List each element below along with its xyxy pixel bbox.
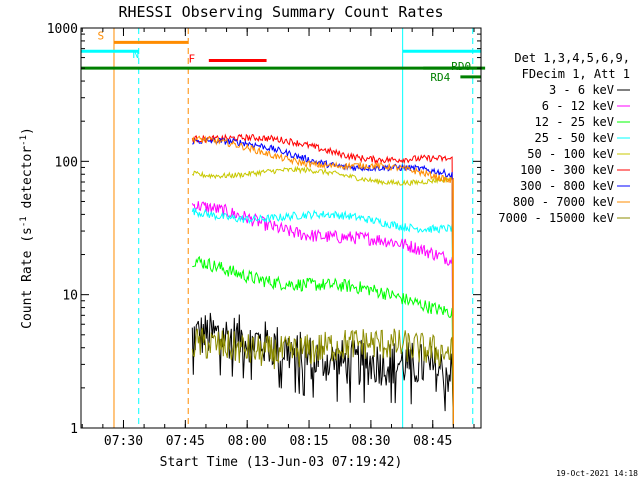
y-axis-label-superscript-1: -1: [19, 216, 29, 227]
annotation-label-S: S: [97, 29, 104, 42]
x-tick-label-4: 08:30: [351, 434, 390, 449]
axes: 1 10 100 1000 07:30 07:45 08:00 08:15 08:30 08:45: [47, 22, 481, 449]
y-axis-label-main: Count Rate (s: [20, 227, 35, 329]
legend-label-0: 3 - 6 keV: [549, 83, 614, 97]
y-tick-label-0: 1: [70, 422, 78, 437]
chart-title: RHESSI Observing Summary Count Rates: [118, 3, 443, 21]
y-axis-label: Count Rate (s-1 detector-1): [19, 127, 35, 329]
legend-label-1: 6 - 12 keV: [542, 99, 614, 113]
y-axis-label-superscript-2: -1: [19, 135, 29, 146]
series-line-8: [191, 327, 454, 426]
legend-label-5: 100 - 300 keV: [520, 163, 614, 177]
y-tick-label-1: 10: [62, 289, 78, 304]
legend-label-3: 25 - 50 keV: [535, 131, 614, 145]
x-axis-label: Start Time (13-Jun-03 07:19:42): [160, 455, 403, 470]
footer-timestamp: 19-Oct-2021 14:18: [556, 469, 638, 478]
series-line-7: [191, 135, 454, 426]
plot-frame: [80, 27, 482, 429]
legend-header-line-1: Det 1,3,4,5,6,9,: [514, 51, 630, 65]
legend-label-6: 300 - 800 keV: [520, 179, 614, 193]
x-tick-label-1: 07:45: [166, 434, 205, 449]
legend: Det 1,3,4,5,6,9, FDecim 1, Att 1 3 - 6 k…: [498, 51, 630, 225]
x-tick-label-0: 07:30: [104, 434, 143, 449]
legend-label-2: 12 - 25 keV: [535, 115, 614, 129]
y-axis-label-mid: detector: [20, 146, 35, 217]
x-tick-label-5: 08:45: [413, 434, 452, 449]
annotation-label-N: N: [132, 48, 139, 61]
legend-label-8: 7000 - 15000 keV: [498, 211, 614, 225]
series-line-1: [191, 201, 454, 426]
annotation-label-RD0: RD0: [451, 60, 471, 73]
legend-header-line-2: FDecim 1, Att 1: [522, 67, 630, 81]
legend-label-7: 800 - 7000 keV: [513, 195, 614, 209]
x-tick-label-3: 08:15: [289, 434, 328, 449]
series-line-2: [192, 255, 454, 426]
x-tick-label-2: 08:00: [228, 434, 267, 449]
annotation-label-RD4: RD4: [430, 71, 450, 84]
y-tick-label-3: 1000: [47, 22, 78, 37]
series-line-0: [191, 312, 454, 426]
series-line-4: [191, 165, 454, 426]
annotation-label-F: F: [188, 53, 195, 66]
y-tick-label-2: 100: [55, 155, 78, 170]
series-line-3: [191, 207, 454, 426]
y-axis-label-end: ): [20, 127, 35, 135]
legend-entries: 3 - 6 keV 6 - 12 keV 12 - 25 keV 25 - 50 ke…: [498, 83, 630, 225]
legend-label-4: 50 - 100 keV: [527, 147, 614, 161]
